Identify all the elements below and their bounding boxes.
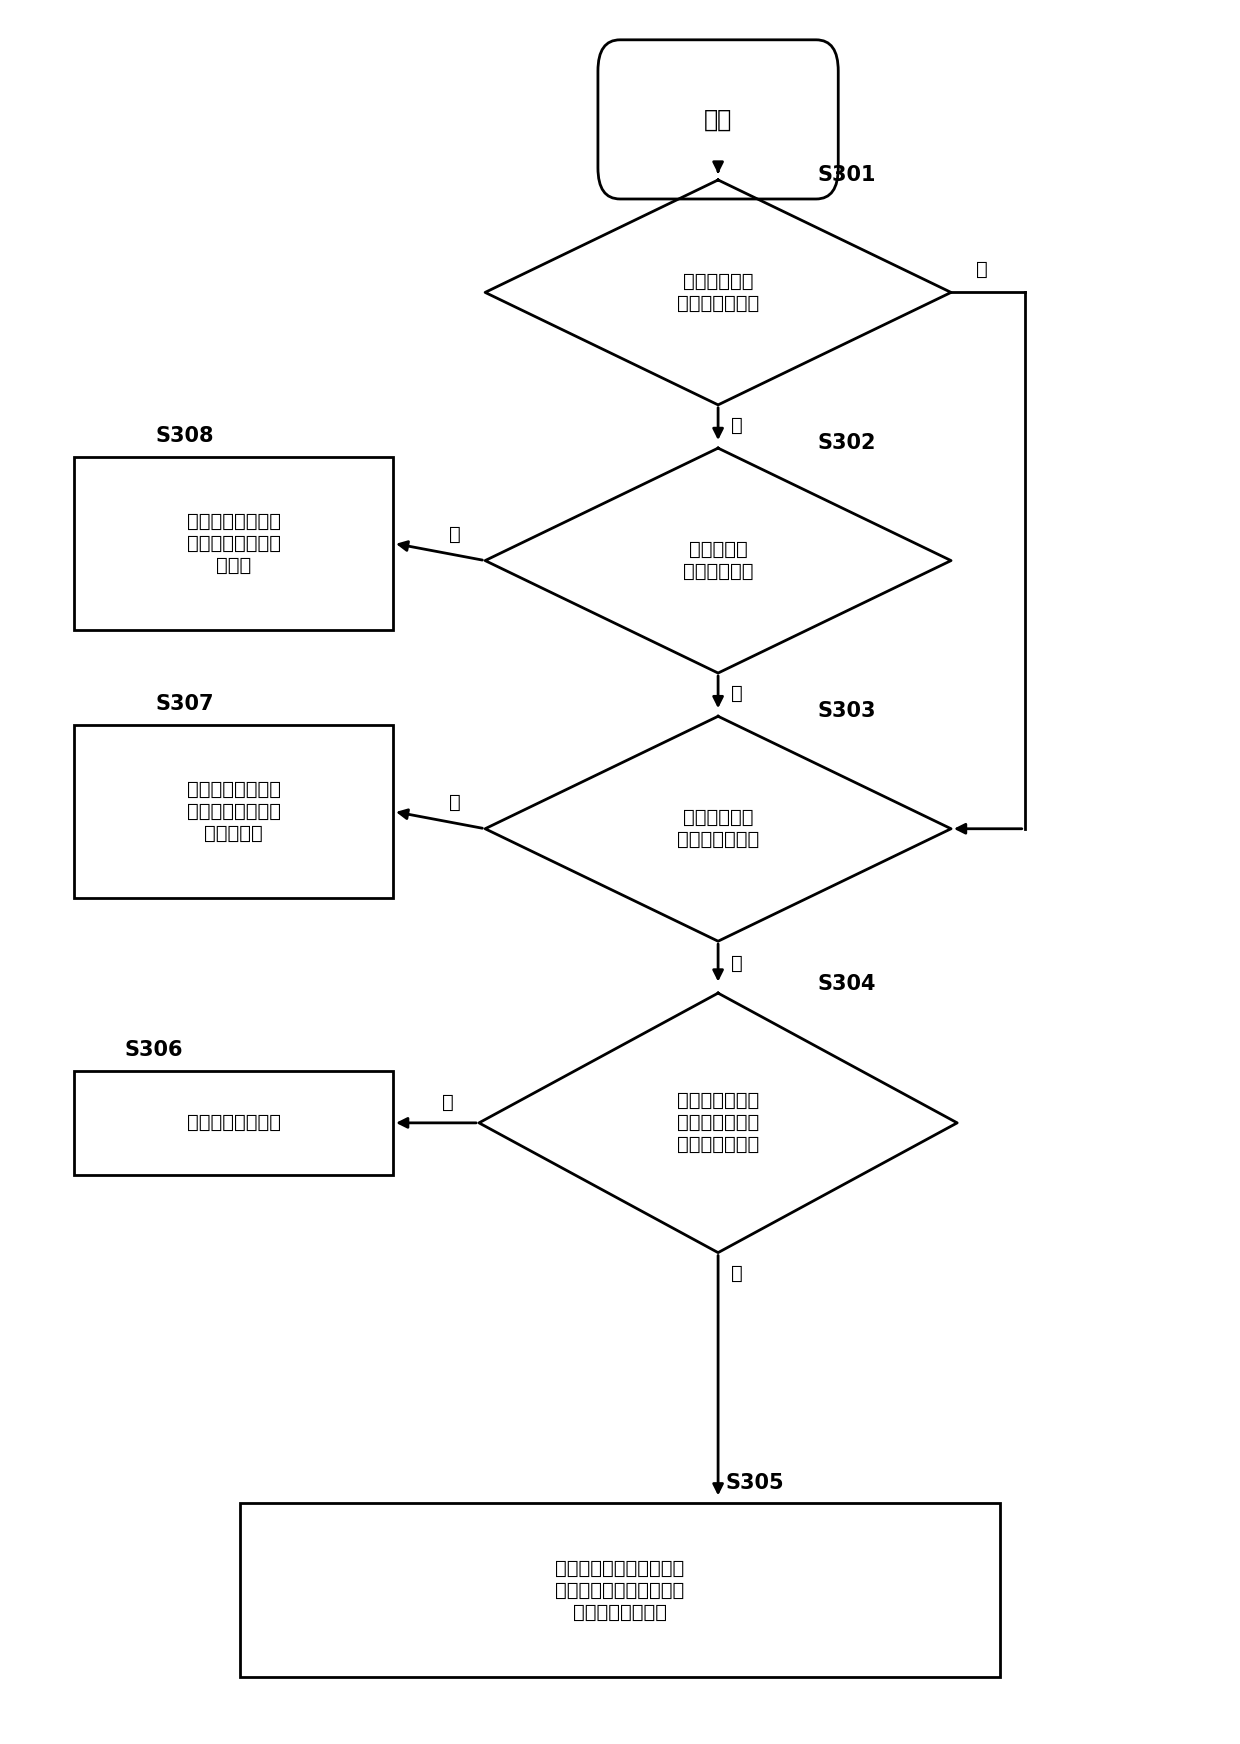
Text: 控制自车刹停，直
至自车在路口停止
标识前停止: 控制自车刹停，直 至自车在路口停止 标识前停止: [187, 780, 280, 842]
Text: 控制自车刹停，直
至自车在目标车辆
前停止: 控制自车刹停，直 至自车在目标车辆 前停止: [187, 511, 280, 576]
Polygon shape: [485, 180, 951, 405]
Text: 是: 是: [730, 1264, 743, 1284]
Text: S306: S306: [125, 1039, 184, 1060]
Text: 否: 否: [976, 260, 987, 279]
Text: 控制自车减速，直至自车
行驶速度小于或等于第一
检测区域速度上限: 控制自车减速，直至自车 行驶速度小于或等于第一 检测区域速度上限: [556, 1559, 684, 1622]
Bar: [74, 457, 393, 630]
Text: 自车行驶速度是
否大于第一检测
区域速度上限？: 自车行驶速度是 否大于第一检测 区域速度上限？: [677, 1092, 759, 1155]
Text: 是: 是: [730, 954, 743, 973]
Text: 自车位置位于
第一检测区域？: 自车位置位于 第一检测区域？: [677, 807, 759, 849]
Text: S301: S301: [817, 164, 877, 185]
FancyBboxPatch shape: [598, 40, 838, 199]
Text: S305: S305: [725, 1472, 784, 1493]
Text: 目标车辆是
否向前行驶？: 目标车辆是 否向前行驶？: [683, 541, 754, 581]
Text: 是: 是: [730, 684, 743, 703]
Text: 否: 否: [449, 525, 460, 544]
Bar: [74, 726, 393, 898]
Text: 否: 否: [449, 794, 460, 813]
Bar: [239, 1503, 1001, 1676]
Text: S302: S302: [817, 433, 877, 453]
Text: 开始: 开始: [704, 108, 732, 131]
Bar: [74, 1071, 393, 1175]
Text: S308: S308: [155, 426, 215, 446]
Text: 不对自车进行控制: 不对自车进行控制: [187, 1113, 280, 1132]
Text: 是: 是: [730, 417, 743, 436]
Text: 否: 否: [443, 1092, 454, 1111]
Text: S307: S307: [155, 694, 215, 715]
Text: S303: S303: [817, 701, 877, 720]
Text: 自车正前方是
否有目标车辆？: 自车正前方是 否有目标车辆？: [677, 272, 759, 312]
Polygon shape: [479, 992, 957, 1252]
Polygon shape: [485, 448, 951, 673]
Text: S304: S304: [817, 975, 877, 994]
Polygon shape: [485, 717, 951, 942]
